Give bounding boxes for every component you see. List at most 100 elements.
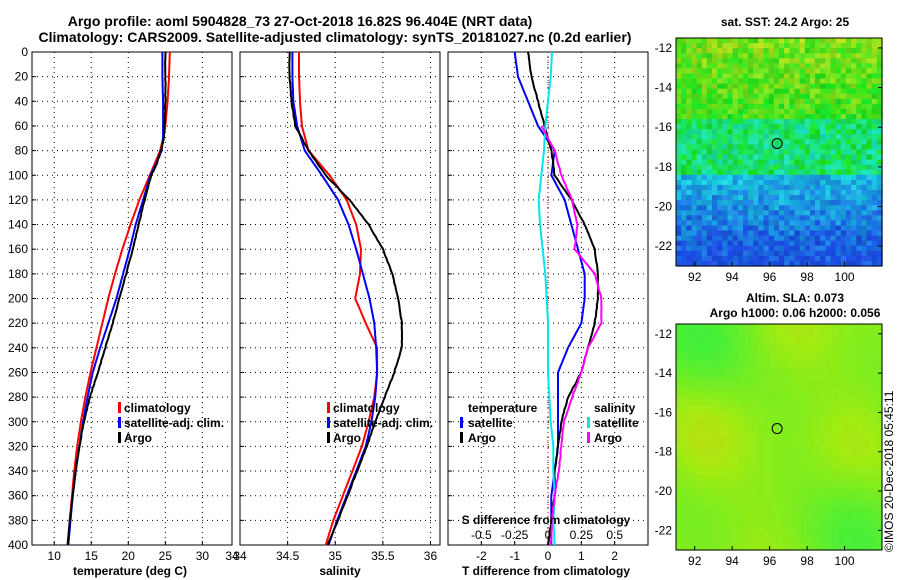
heatmap-cell [830,174,837,181]
heatmap-cell [804,240,811,247]
heatmap-cell [701,53,708,59]
heatmap-cell [813,462,821,469]
heatmap-cell [794,424,802,432]
heatmap-cell [871,195,878,201]
heatmap-cell [857,418,864,426]
heatmap-cell [850,361,858,369]
heatmap-cell [769,393,777,400]
heatmap-cell [871,200,878,206]
heatmap-cell [813,405,821,413]
heatmap-cell [789,245,796,252]
heatmap-cell [863,411,871,419]
heatmap-cell [681,88,687,95]
heatmap-cell [725,512,733,520]
heatmap-cell [727,38,734,44]
heatmap-cell [706,215,713,221]
heatmap-cell [763,380,771,388]
heatmap-cell [696,190,703,196]
heatmap-cell [744,518,752,526]
heatmap-cell [717,260,723,267]
heatmap-cell [835,53,842,59]
heatmap-cell [732,531,739,539]
heatmap-cell [732,159,739,166]
y-tick-label: 40 [15,94,29,108]
heatmap-cell [758,53,765,59]
heatmap-cell [682,424,689,432]
heatmap-cell [707,493,714,501]
heatmap-cell [732,499,739,507]
y-tick-label: 400 [8,538,28,552]
heatmap-cell [676,386,683,394]
heatmap-cell [725,499,733,507]
heatmap-cell [815,134,821,140]
heatmap-cell [727,250,734,257]
heatmap-cell [794,524,802,532]
heatmap-cell [835,190,842,196]
heatmap-cell [732,443,739,451]
heatmap-cell [727,144,734,151]
heatmap-cell [850,512,858,520]
heatmap-cell [809,139,816,145]
heatmap-cell [830,149,837,156]
heatmap-cell [763,537,771,545]
heatmap-cell [788,468,796,476]
heatmap-cell [804,88,811,95]
heatmap-cell [844,449,852,457]
heatmap-cell [691,215,698,221]
heatmap-cell [712,73,718,80]
heatmap-cell [757,336,764,344]
heatmap-cell [686,129,693,135]
heatmap-cell [794,225,801,232]
title-line-1: Argo profile: aoml 5904828_73 27-Oct-201… [68,13,533,29]
heatmap-cell [757,518,764,526]
heatmap-cell [753,63,760,69]
x-tick-label: -1 [509,549,520,563]
heatmap-cell [758,200,765,206]
heatmap-cell [706,225,713,232]
heatmap-cell [813,393,821,400]
map-y-tick-label: -20 [655,484,673,498]
heatmap-cell [732,424,739,432]
heatmap-cell [838,411,846,419]
heatmap-cell [863,493,871,501]
heatmap-cell [840,245,847,252]
heatmap-cell [676,324,683,331]
heatmap-cell [871,255,878,262]
heatmap-cell [794,235,801,242]
heatmap-cell [738,474,746,482]
heatmap-cell [800,474,808,482]
heatmap-cell [788,349,796,356]
heatmap-cell [757,374,764,382]
heatmap-cell [819,455,827,463]
heatmap-cell [743,48,749,54]
heatmap-cell [768,134,775,140]
heatmap-cell [800,380,808,388]
heatmap-cell [794,374,802,382]
heatmap-cell [866,124,873,130]
heatmap-cell [763,240,770,247]
heatmap-cell [701,330,708,338]
heatmap-cell [825,78,832,85]
heatmap-cell [844,324,852,331]
heatmap-cell [804,73,811,80]
heatmap-cell [794,230,801,237]
heatmap-cell [706,68,713,75]
heatmap-cell [712,114,718,120]
heatmap-cell [794,543,802,551]
heatmap-cell [753,200,760,206]
heatmap-cell [825,154,832,161]
heatmap-cell [850,342,858,350]
heatmap-cell [676,179,682,186]
heatmap-cell [800,462,808,469]
heatmap-cell [676,393,683,400]
heatmap-cell [725,531,733,539]
heatmap-cell [794,215,801,221]
heatmap-cell [753,98,760,105]
heatmap-cell [871,225,878,232]
heatmap-cell [773,174,780,181]
heatmap-cell [863,518,871,526]
heatmap-cell [846,43,852,49]
heatmap-cell [857,367,864,375]
salinity-panel: 34 34.5 35 35.5 36 salinity climatology sate… [233,51,441,578]
heatmap-cell [743,144,749,151]
